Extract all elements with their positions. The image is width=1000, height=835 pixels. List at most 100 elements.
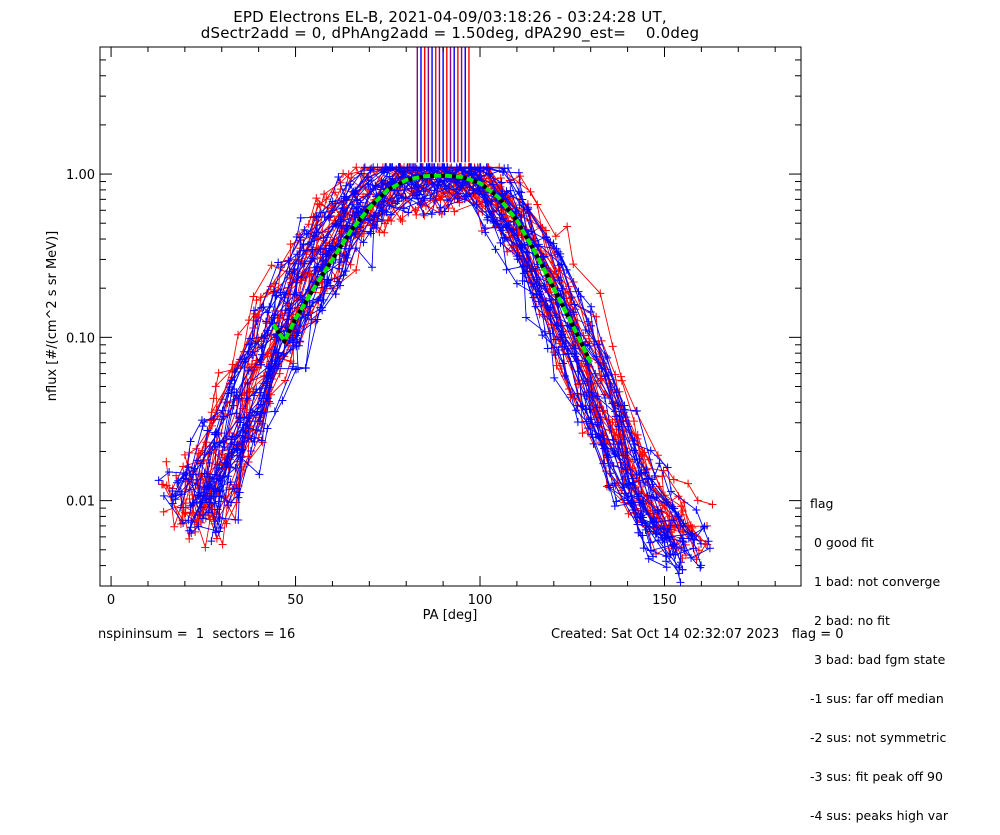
data-point <box>307 315 316 324</box>
data-point <box>684 479 693 488</box>
data-point <box>300 259 309 268</box>
data-point <box>328 197 337 206</box>
data-point <box>174 476 183 485</box>
data-point <box>599 459 608 468</box>
data-point <box>378 197 387 206</box>
data-point <box>385 172 394 181</box>
data-point <box>531 302 540 311</box>
data-point <box>660 538 669 547</box>
data-point <box>184 516 193 525</box>
data-point <box>658 472 667 481</box>
data-point <box>232 361 241 370</box>
data-point <box>369 163 378 172</box>
data-point <box>404 208 413 217</box>
data-point <box>604 453 613 462</box>
data-point <box>257 436 266 445</box>
data-point <box>450 207 459 216</box>
x-tick-label: 50 <box>287 593 304 608</box>
y-tick-label: 0.10 <box>66 331 95 346</box>
data-point <box>566 294 575 303</box>
data-point <box>249 292 258 301</box>
data-point <box>263 348 272 357</box>
legend-item: 0 good fit <box>810 535 874 550</box>
data-point <box>623 447 632 456</box>
data-point <box>286 240 295 249</box>
data-point <box>427 210 436 219</box>
data-point <box>434 180 443 189</box>
data-point <box>274 348 283 357</box>
data-point <box>278 396 287 405</box>
data-point <box>189 470 198 479</box>
data-point <box>655 459 664 468</box>
data-point <box>377 215 386 224</box>
data-point <box>638 518 647 527</box>
data-point <box>563 222 572 231</box>
data-point <box>198 514 207 523</box>
data-point <box>644 554 653 563</box>
data-point <box>684 534 693 543</box>
data-point <box>281 306 290 315</box>
data-point <box>666 521 675 530</box>
data-point <box>596 289 605 298</box>
data-point <box>593 392 602 401</box>
data-point <box>687 529 696 538</box>
data-point <box>639 499 648 508</box>
data-point <box>200 483 209 492</box>
data-point <box>168 487 177 496</box>
data-point <box>170 522 179 531</box>
data-point <box>676 578 685 586</box>
data-point <box>336 258 345 267</box>
data-point <box>705 544 714 553</box>
x-tick-label: 0 <box>107 593 115 608</box>
data-point <box>543 344 552 353</box>
data-point <box>585 327 594 336</box>
data-point <box>270 407 279 416</box>
data-point <box>412 191 421 200</box>
data-point <box>630 417 639 426</box>
data-point <box>292 232 301 241</box>
data-point <box>669 475 678 484</box>
data-point <box>462 189 471 198</box>
data-point <box>587 302 596 311</box>
data-point <box>312 194 321 203</box>
data-point <box>264 367 273 376</box>
data-point <box>243 394 252 403</box>
data-point <box>483 213 492 222</box>
data-point <box>234 330 243 339</box>
data-point <box>502 187 511 196</box>
data-point <box>375 228 384 237</box>
data-point <box>297 273 306 282</box>
series-line <box>188 173 683 559</box>
data-point <box>517 188 526 197</box>
data-point <box>677 510 686 519</box>
data-point <box>585 405 594 414</box>
data-point <box>235 488 244 497</box>
data-point <box>209 415 218 424</box>
data-point <box>604 371 613 380</box>
data-point <box>592 312 601 321</box>
data-point <box>182 471 191 480</box>
series-line <box>161 166 670 529</box>
data-point <box>209 394 218 403</box>
data-point <box>234 394 243 403</box>
data-point <box>397 173 406 182</box>
x-tick-label: 150 <box>652 593 677 608</box>
data-point <box>512 279 521 288</box>
data-point <box>360 163 369 172</box>
data-point <box>300 225 309 234</box>
data-point <box>353 196 362 205</box>
data-point <box>671 550 680 559</box>
data-point <box>255 417 264 426</box>
data-point <box>704 537 713 546</box>
data-point <box>239 413 248 422</box>
data-point <box>697 539 706 548</box>
data-point <box>159 491 168 500</box>
data-point <box>232 409 241 418</box>
data-point <box>257 343 266 352</box>
data-point <box>339 196 348 205</box>
data-point <box>696 563 705 572</box>
data-point <box>206 477 215 486</box>
vertical-markers <box>416 47 470 163</box>
data-point <box>415 190 424 199</box>
data-point <box>341 267 350 276</box>
